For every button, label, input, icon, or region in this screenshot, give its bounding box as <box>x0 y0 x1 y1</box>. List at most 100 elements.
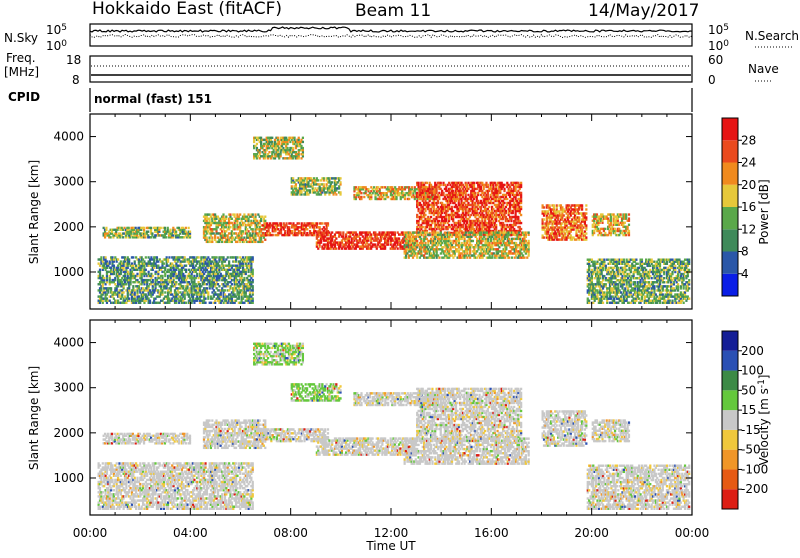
echo-cell <box>134 295 136 297</box>
echo-cell <box>234 228 236 230</box>
echo-cell <box>263 145 265 147</box>
echo-cell <box>278 143 280 145</box>
echo-cell <box>239 260 241 262</box>
echo-cell <box>168 297 170 299</box>
echo-cell <box>298 151 300 153</box>
echo-cell <box>298 153 300 155</box>
echo-cell <box>188 262 190 264</box>
echo-cell <box>132 287 134 289</box>
echo-cell <box>167 258 169 260</box>
echo-cell <box>211 236 213 238</box>
echo-cell <box>209 258 211 260</box>
echo-cell <box>216 281 218 283</box>
echo-cell <box>206 277 208 279</box>
echo-cell <box>196 295 198 297</box>
echo-cell <box>193 287 195 289</box>
echo-cell <box>113 267 115 269</box>
echo-cell <box>257 139 259 141</box>
echo-cell <box>451 206 453 208</box>
echo-cell <box>106 267 108 269</box>
echo-cell <box>234 224 236 226</box>
echo-cell <box>173 279 175 281</box>
echo-cell <box>167 289 169 291</box>
echo-cell <box>189 297 191 299</box>
echo-cell <box>257 224 259 226</box>
echo-cell <box>168 256 170 258</box>
echo-cell <box>227 236 229 238</box>
echo-cell <box>192 264 194 266</box>
echo-cell <box>208 226 210 228</box>
echo-cell <box>231 234 233 236</box>
nave-tick-high: 60 <box>708 53 723 67</box>
echo-cell <box>182 287 184 289</box>
echo-cell <box>154 273 156 275</box>
echo-cell <box>185 264 187 266</box>
echo-cell <box>174 271 176 273</box>
echo-cell <box>260 236 262 238</box>
echo-cell <box>145 293 147 295</box>
echo-cell <box>120 260 122 262</box>
echo-cell <box>259 228 261 230</box>
echo-cell <box>211 269 213 271</box>
echo-cell <box>121 277 123 279</box>
echo-cell <box>239 285 241 287</box>
echo-cell <box>211 239 213 241</box>
echo-cell <box>132 285 134 287</box>
echo-cell <box>193 279 195 281</box>
echo-cell <box>239 241 241 243</box>
echo-cell <box>291 230 293 232</box>
echo-cell <box>227 271 229 273</box>
echo-cell <box>236 256 238 258</box>
echo-cell <box>235 287 237 289</box>
echo-cell <box>199 271 201 273</box>
echo-cell <box>254 145 256 147</box>
echo-cell <box>121 281 123 283</box>
echo-cell <box>188 295 190 297</box>
echo-cell <box>152 279 154 281</box>
echo-cell <box>199 289 201 291</box>
echo-cell <box>159 302 161 304</box>
echo-cell <box>231 222 233 224</box>
echo-cell <box>250 262 252 264</box>
echo-cell <box>143 283 145 285</box>
echo-cell <box>256 157 258 159</box>
echo-cell <box>171 297 173 299</box>
echo-cell <box>260 143 262 145</box>
echo-cell <box>157 264 159 266</box>
echo-cell <box>267 153 269 155</box>
echo-cell <box>207 297 209 299</box>
echo-cell <box>150 277 152 279</box>
echo-cell <box>243 241 245 243</box>
echo-cell <box>224 232 226 234</box>
echo-cell <box>127 264 129 266</box>
echo-cell <box>166 281 168 283</box>
echo-cell <box>113 260 115 262</box>
echo-cell <box>229 293 231 295</box>
echo-cell <box>166 262 168 264</box>
echo-cell <box>152 287 154 289</box>
echo-cell <box>236 289 238 291</box>
echo-cell <box>231 297 233 299</box>
echo-cell <box>581 204 583 206</box>
echo-cell <box>342 231 344 233</box>
echo-cell <box>426 182 428 184</box>
echo-cell <box>218 277 220 279</box>
echo-cell <box>157 275 159 277</box>
echo-cell <box>241 293 243 295</box>
echo-cell <box>134 281 136 283</box>
echo-cell <box>127 271 129 273</box>
echo-cell <box>520 192 522 194</box>
echo-cell <box>252 230 254 232</box>
echo-cell <box>306 228 308 230</box>
echo-cell <box>196 285 198 287</box>
echo-cell <box>242 281 244 283</box>
echo-cell <box>154 285 156 287</box>
echo-cell <box>228 228 230 230</box>
echo-cell <box>150 227 152 229</box>
echo-cell <box>282 147 284 149</box>
echo-cell <box>99 302 101 304</box>
echo-cell <box>487 184 489 186</box>
echo-cell <box>175 295 177 297</box>
echo-cell <box>245 269 247 271</box>
echo-cell <box>149 279 151 281</box>
